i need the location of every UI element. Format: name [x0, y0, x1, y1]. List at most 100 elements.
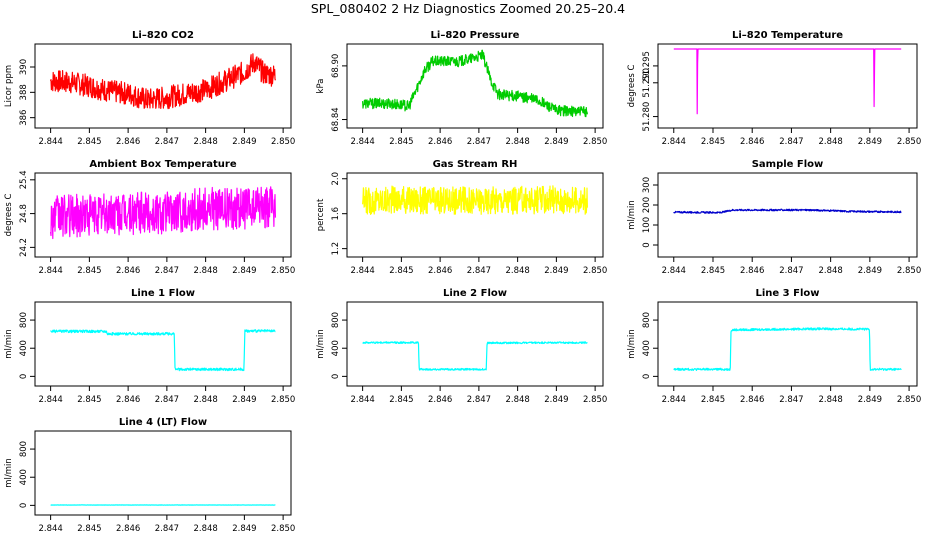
x-tick-label: 2.845 — [77, 524, 101, 534]
y-axis-label: ml/min — [627, 200, 637, 230]
x-tick-label: 2.844 — [662, 266, 686, 276]
x-tick-label: 2.849 — [858, 137, 882, 147]
x-tick-label: 2.847 — [467, 395, 491, 405]
chart-pressure: Li–820 Pressure kPa 2.844 2.845 2.846 2.847 2.… — [316, 30, 607, 147]
y-tick-label: 0 — [19, 374, 29, 379]
y-tick-label: 200 — [642, 197, 652, 213]
plot-title: Li–820 Pressure — [431, 30, 520, 41]
y-tick-label: 0 — [642, 242, 652, 247]
x-tick-label: 2.845 — [77, 395, 101, 405]
x-tick-label: 2.848 — [193, 266, 217, 276]
x-tick-label: 2.844 — [38, 524, 62, 534]
y-tick-label: 51.295 — [642, 51, 652, 81]
x-tick-label: 2.844 — [350, 137, 374, 147]
y-axis-label: degrees C — [627, 65, 637, 108]
x-tick-label: 2.848 — [818, 137, 842, 147]
y-axis-label: ml/min — [316, 329, 326, 359]
y-tick-label: 800 — [642, 312, 652, 328]
x-tick-label: 2.845 — [389, 395, 413, 405]
x-tick-label: 2.847 — [155, 395, 179, 405]
plot-title: Li–820 CO2 — [132, 30, 194, 41]
x-tick-label: 2.848 — [193, 524, 217, 534]
x-tick-label: 2.849 — [232, 137, 256, 147]
x-tick-label: 2.849 — [232, 266, 256, 276]
y-tick-label: 1.2 — [331, 242, 341, 256]
x-tick-label: 2.845 — [389, 137, 413, 147]
y-tick-label: 0 — [19, 503, 29, 508]
series-line — [673, 208, 902, 214]
y-axis-label: percent — [316, 198, 326, 231]
series-line — [50, 329, 276, 372]
chart-line4: Line 4 (LT) Flow ml/min 2.844 2.845 2.846 2.8… — [4, 417, 295, 534]
y-tick-label: 800 — [19, 441, 29, 457]
x-tick-label: 2.844 — [350, 266, 374, 276]
y-axis-label: degrees C — [4, 194, 14, 237]
plot-title: Line 1 Flow — [131, 288, 195, 299]
x-tick-label: 2.850 — [583, 395, 607, 405]
y-tick-label: 0 — [331, 374, 341, 379]
x-tick-label: 2.849 — [858, 266, 882, 276]
x-tick-label: 2.850 — [583, 137, 607, 147]
chart-rh: Gas Stream RH percent 2.844 2.845 2.846 2.847… — [316, 159, 607, 276]
y-tick-label: 800 — [331, 312, 341, 328]
x-tick-label: 2.850 — [271, 266, 295, 276]
x-tick-label: 2.844 — [350, 395, 374, 405]
x-tick-label: 2.845 — [701, 137, 725, 147]
series-line — [362, 49, 588, 118]
y-tick-label: 68.90 — [331, 54, 341, 78]
y-axis-label: Licor ppm — [4, 65, 14, 107]
x-tick-label: 2.846 — [116, 395, 140, 405]
series-line — [362, 185, 588, 215]
y-tick-label: 25.4 — [19, 170, 29, 189]
y-tick-label: 400 — [19, 469, 29, 485]
x-tick-label: 2.850 — [271, 137, 295, 147]
x-tick-label: 2.847 — [155, 266, 179, 276]
plot-title: Gas Stream RH — [433, 159, 518, 170]
x-tick-label: 2.849 — [858, 395, 882, 405]
x-tick-label: 2.850 — [271, 524, 295, 534]
chart-line3: Line 3 Flow ml/min 2.844 2.845 2.846 2.847 2.8… — [627, 288, 921, 405]
x-tick-label: 2.848 — [193, 395, 217, 405]
x-tick-label: 2.844 — [38, 266, 62, 276]
x-tick-label: 2.845 — [389, 266, 413, 276]
x-tick-label: 2.850 — [897, 266, 921, 276]
plot-frame — [34, 430, 292, 516]
y-tick-label: 800 — [19, 312, 29, 328]
plot-title: Li–820 Temperature — [732, 30, 843, 41]
y-tick-label: 1.6 — [331, 207, 341, 221]
x-tick-label: 2.846 — [428, 137, 452, 147]
x-tick-label: 2.848 — [193, 137, 217, 147]
chart-li820temp: Li–820 Temperature degrees C 2.844 2.845 2.8… — [627, 30, 921, 147]
y-axis-label: ml/min — [627, 329, 637, 359]
x-tick-label: 2.849 — [544, 266, 568, 276]
x-tick-label: 2.846 — [740, 137, 764, 147]
x-tick-label: 2.846 — [428, 395, 452, 405]
x-tick-label: 2.844 — [38, 395, 62, 405]
plot-frame — [34, 301, 292, 387]
x-tick-label: 2.845 — [701, 395, 725, 405]
plot-title: Line 2 Flow — [443, 288, 507, 299]
x-tick-label: 2.847 — [155, 137, 179, 147]
plot-frame — [346, 172, 604, 258]
plot-frame — [657, 172, 918, 258]
x-tick-label: 2.844 — [38, 137, 62, 147]
x-tick-label: 2.849 — [544, 137, 568, 147]
x-tick-label: 2.848 — [505, 395, 529, 405]
y-tick-label: 400 — [642, 340, 652, 356]
x-tick-label: 2.845 — [701, 266, 725, 276]
x-tick-label: 2.845 — [77, 266, 101, 276]
x-tick-label: 2.846 — [116, 266, 140, 276]
y-tick-label: 300 — [642, 177, 652, 193]
chart-boxtemp: Ambient Box Temperature degrees C 2.844 2.8… — [4, 159, 295, 276]
plot-frame — [346, 301, 604, 387]
x-tick-label: 2.844 — [662, 137, 686, 147]
x-tick-label: 2.846 — [428, 266, 452, 276]
series-line — [673, 327, 902, 371]
y-tick-label: 68.84 — [331, 107, 341, 131]
chart-line1: Line 1 Flow ml/min 2.844 2.845 2.846 2.847 2.8… — [4, 288, 295, 405]
chart-co2: Li–820 CO2 Licor ppm 2.844 2.845 2.846 2.847 2… — [4, 30, 295, 147]
y-tick-label: 0 — [642, 374, 652, 379]
plot-frame — [34, 43, 292, 129]
y-tick-label: 386 — [19, 110, 29, 126]
series-line — [50, 53, 276, 110]
